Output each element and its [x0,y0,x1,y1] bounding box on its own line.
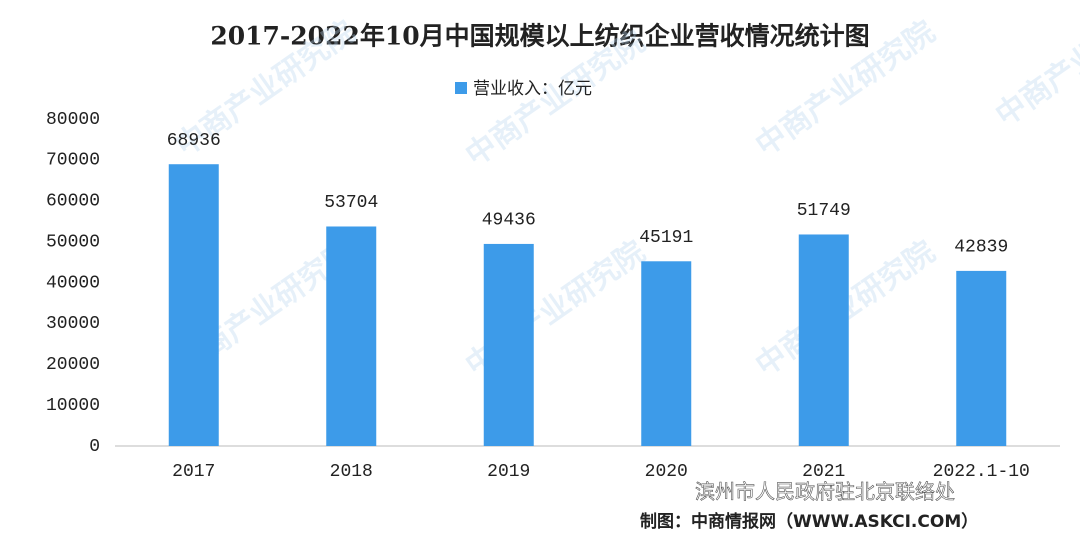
value-label: 49436 [482,211,536,231]
y-tick-label: 0 [89,437,100,457]
value-label: 68936 [167,131,221,151]
bar [326,226,377,446]
bar [168,164,219,446]
y-tick-label: 70000 [46,151,100,171]
x-tick-label: 2018 [330,462,373,482]
y-tick-label: 50000 [46,232,100,252]
value-label: 45191 [639,228,693,248]
y-tick-label: 40000 [46,273,100,293]
value-label: 51749 [797,201,851,221]
y-tick-label: 60000 [46,192,100,212]
y-tick-label: 80000 [46,110,100,130]
y-tick-label: 30000 [46,314,100,334]
value-label: 42839 [954,238,1008,258]
source-note: 制图：中商情报网（WWW.ASKCI.COM） [640,511,978,532]
value-label: 53704 [324,193,378,213]
bar [641,261,692,446]
bar [483,243,534,446]
watermark: 中商产业研究院 [989,0,1080,134]
legend-swatch [455,82,467,94]
overlay-text: 滨州市人民政府驻北京联络处 [695,480,955,504]
x-tick-label: 2021 [802,462,845,482]
y-tick-label: 10000 [46,396,100,416]
chart-title: 2017-2022年10月中国规模以上纺织企业营收情况统计图 [210,22,869,51]
x-tick-label: 2022.1-10 [933,462,1030,482]
bar [798,234,849,446]
legend-label: 营业收入：亿元 [473,79,592,99]
x-tick-label: 2020 [645,462,688,482]
x-tick-label: 2019 [487,462,530,482]
y-tick-label: 20000 [46,355,100,375]
bar [956,270,1007,446]
x-tick-label: 2017 [172,462,215,482]
